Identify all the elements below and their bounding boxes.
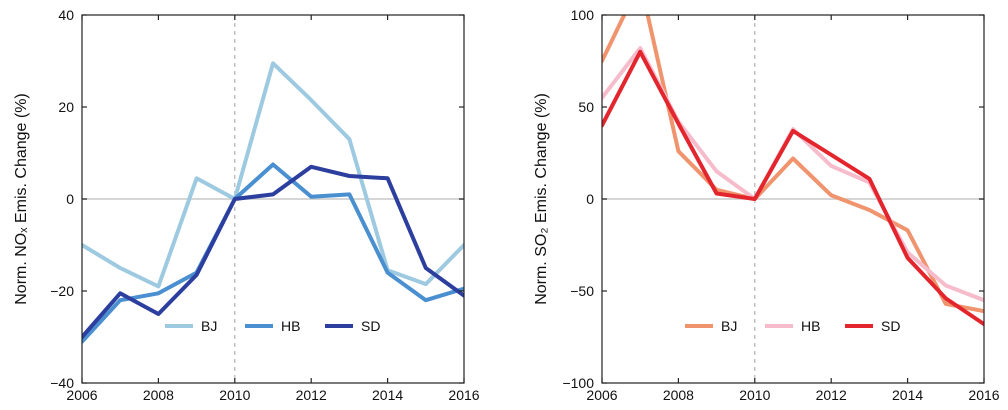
legend-label-bj: BJ <box>201 318 217 334</box>
y-tick-label: 20 <box>58 99 74 115</box>
legend-label-sd: SD <box>361 318 380 334</box>
x-tick-label: 2010 <box>219 387 250 403</box>
series-line-sd <box>602 49 984 327</box>
x-tick-label: 2014 <box>372 387 403 403</box>
series-line-bj <box>602 15 984 314</box>
y-tick-label: 50 <box>578 99 594 115</box>
x-tick-label: 2012 <box>296 387 327 403</box>
x-tick-label: 2012 <box>816 387 847 403</box>
so2-chart-panel: 2006 2008 2010 2012 2014 2016 −100 −50 0 50 100 Nor… <box>533 7 1000 403</box>
legend-label-hb: HB <box>801 318 820 334</box>
y-tick-label: 40 <box>58 7 74 23</box>
y-axis-label: Norm. NOₓ Emis. Change (%) <box>13 93 30 305</box>
x-tick-label: 2016 <box>448 387 479 403</box>
y-tick-label: 0 <box>66 191 74 207</box>
y-tick-label: −40 <box>50 375 74 391</box>
legend-label-bj: BJ <box>721 318 737 334</box>
series-group <box>82 61 464 344</box>
x-tick-label: 2014 <box>892 387 923 403</box>
x-tick-label: 2006 <box>586 387 617 403</box>
x-tick-label: 2008 <box>663 387 694 403</box>
nox-chart-panel: 2006 2008 2010 2012 2014 2016 −40 −20 0 20 40 Norm.… <box>13 7 480 403</box>
legend-label-hb: HB <box>281 318 300 334</box>
y-tick-label: −100 <box>562 375 594 391</box>
x-tick-label: 2008 <box>143 387 174 403</box>
y-tick-label: −50 <box>570 283 594 299</box>
y-tick-label: −20 <box>50 283 74 299</box>
y-tick-label: 100 <box>571 7 595 23</box>
x-tick-label: 2010 <box>739 387 770 403</box>
legend-label-sd: SD <box>881 318 900 334</box>
x-tick-label: 2006 <box>66 387 97 403</box>
series-group <box>602 15 984 327</box>
y-axis-label: Norm. SO₂ Emis. Change (%) <box>533 93 550 305</box>
series-line-hb <box>82 162 464 344</box>
series-line-sd <box>82 164 464 339</box>
x-tick-label: 2016 <box>968 387 999 403</box>
series-line-bj <box>82 61 464 289</box>
y-tick-label: 0 <box>586 191 594 207</box>
